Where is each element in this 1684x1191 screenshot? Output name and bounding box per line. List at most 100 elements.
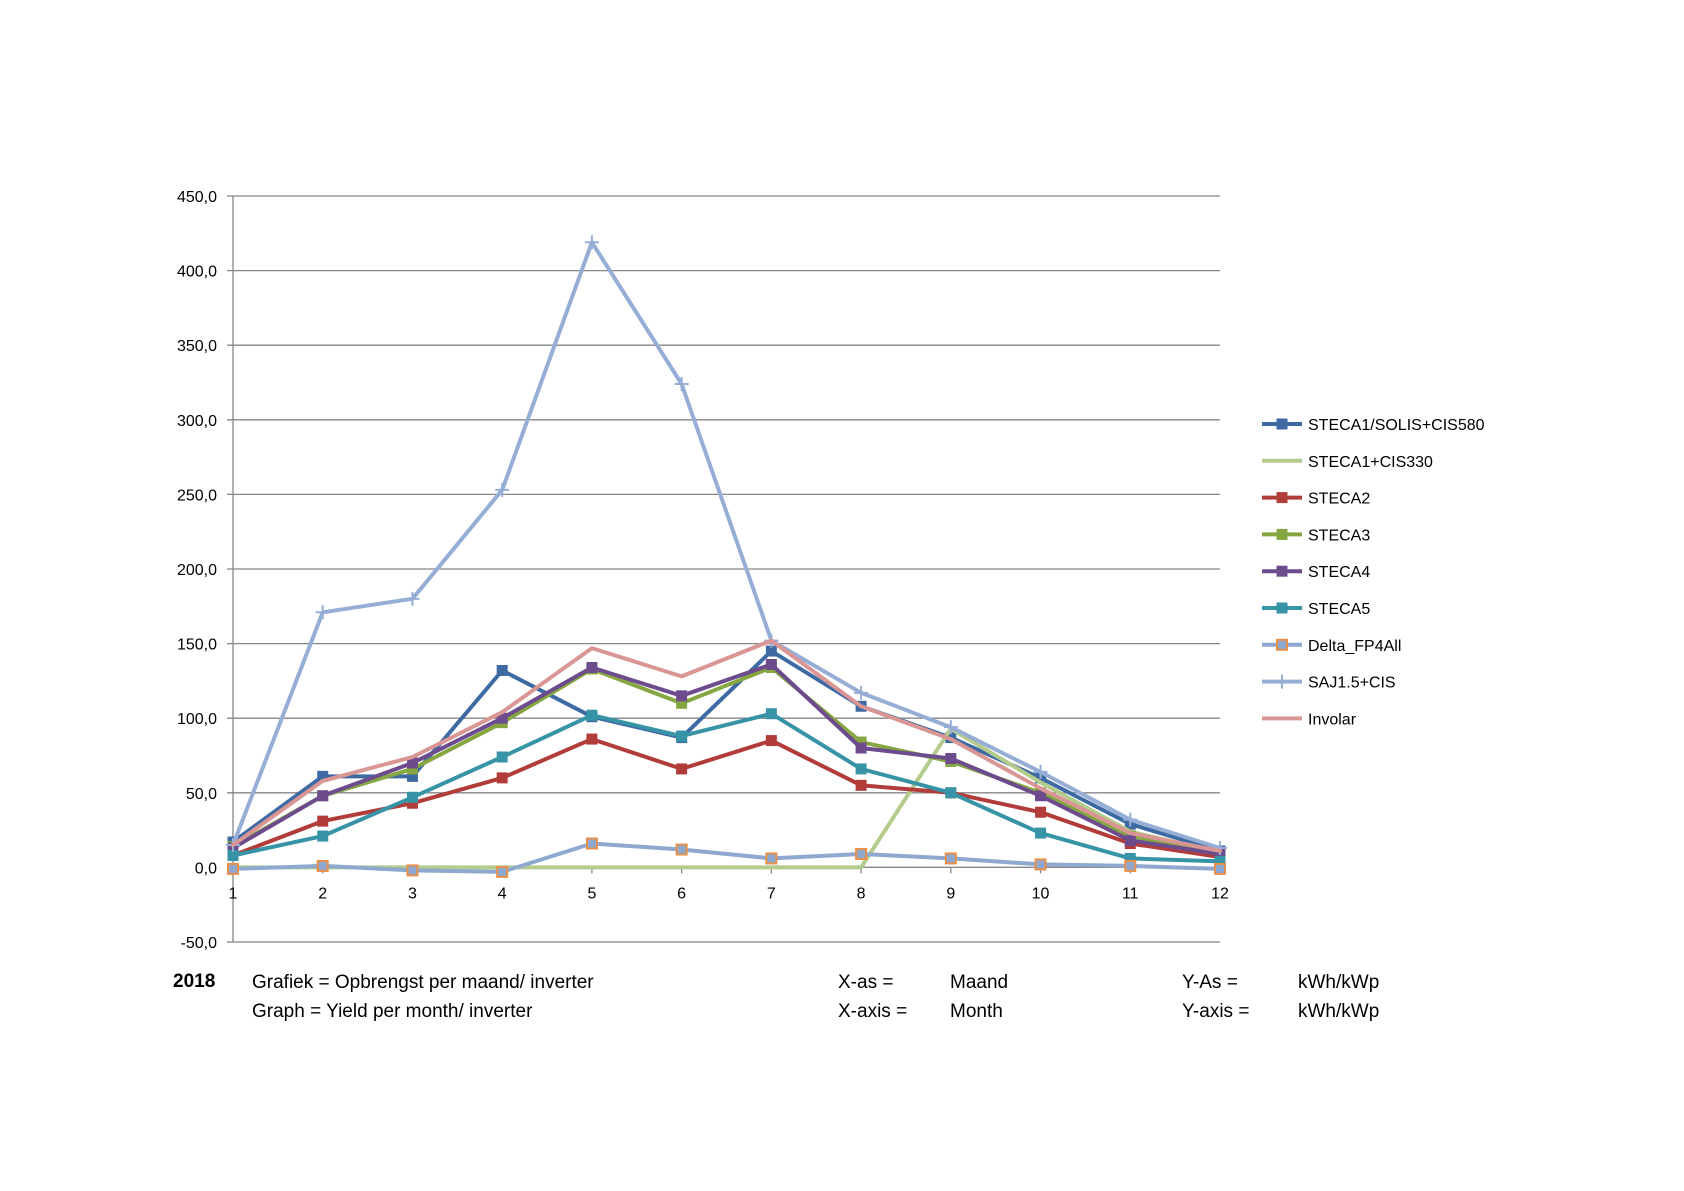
legend-label: STECA2 <box>1308 491 1370 508</box>
legend-item: SAJ1.5+CIS <box>1262 675 1396 692</box>
y-tick-labels: -50,0 0,0 50,0 100,0 150,0 200,0 250,0 300,0 350… <box>177 189 217 952</box>
data-point <box>406 864 419 877</box>
legend-label: STECA1+CIS330 <box>1308 454 1433 471</box>
x-tick-label: 1 <box>229 885 238 902</box>
data-point <box>855 736 867 748</box>
data-point <box>316 859 329 872</box>
caption-title-en: Graph = Yield per month/ inverter <box>252 1001 533 1022</box>
gridlines <box>227 195 1220 943</box>
data-point <box>405 591 420 606</box>
data-point <box>1276 418 1288 430</box>
x-tick-label: 11 <box>1122 885 1139 902</box>
data-point <box>1276 638 1288 651</box>
y-tick-label: 200,0 <box>177 562 217 579</box>
data-point <box>765 852 778 865</box>
caption-yas-label: Y-As = <box>1182 972 1238 993</box>
series-steca4 <box>227 658 1226 860</box>
x-tick-label: 12 <box>1211 885 1229 902</box>
legend-label: STECA5 <box>1308 601 1370 618</box>
data-point <box>586 661 598 673</box>
legend-item: STECA4 <box>1262 564 1370 581</box>
data-point <box>227 862 239 875</box>
legend-item: STECA1/SOLIS+CIS580 <box>1262 417 1485 434</box>
y-tick-label: 100,0 <box>177 711 217 728</box>
caption-yaxis-value: kWh/kWp <box>1298 1001 1380 1022</box>
data-point <box>676 730 688 742</box>
series-steca5 <box>227 708 1226 867</box>
data-point <box>943 720 958 735</box>
data-point <box>227 849 239 861</box>
data-point <box>586 733 598 745</box>
legend: STECA1/SOLIS+CIS580 STECA1+CIS330 STECA2 ST… <box>1262 417 1485 728</box>
x-tick-label: 7 <box>767 885 776 902</box>
data-point <box>1124 859 1137 872</box>
series-line <box>231 638 1222 853</box>
data-point <box>675 843 688 856</box>
data-point <box>945 787 957 799</box>
data-point <box>855 847 868 860</box>
legend-label: Delta_FP4All <box>1308 638 1401 655</box>
data-point <box>1124 852 1136 864</box>
data-point <box>1034 858 1047 871</box>
legend-label: Involar <box>1308 711 1357 728</box>
legend-item: Involar <box>1262 711 1357 728</box>
caption-title-nl: Grafiek = Opbrengst per maand/ inverter <box>252 972 594 993</box>
data-point <box>1276 492 1288 504</box>
series-line <box>231 726 1222 870</box>
legend-label: STECA1/SOLIS+CIS580 <box>1308 417 1485 434</box>
x-tick-label: 5 <box>587 885 596 902</box>
data-point <box>1123 812 1138 827</box>
data-point <box>765 708 777 720</box>
caption-yaxis-label: Y-axis = <box>1182 1001 1250 1022</box>
series-line <box>231 711 1222 864</box>
x-tick-label: 3 <box>408 885 417 902</box>
data-point <box>317 770 329 782</box>
y-tick-label: 50,0 <box>186 786 217 803</box>
legend-item: STECA1+CIS330 <box>1262 454 1433 471</box>
data-point <box>586 709 598 721</box>
y-tick-label: 400,0 <box>177 264 217 281</box>
data-point <box>496 865 509 878</box>
x-tick-label: 4 <box>498 885 507 902</box>
caption-yas-value: kWh/kWp <box>1298 972 1380 993</box>
x-tick-labels: 1 2 3 4 5 6 7 8 9 10 11 12 <box>229 885 1229 902</box>
x-tick-label: 10 <box>1032 885 1050 902</box>
data-point <box>1033 764 1048 779</box>
legend-label: STECA3 <box>1308 527 1370 544</box>
data-point <box>317 790 329 802</box>
data-point <box>317 830 329 842</box>
y-tick-label: 300,0 <box>177 413 217 430</box>
data-point <box>496 712 508 724</box>
legend-item: Delta_FP4All <box>1262 638 1401 655</box>
data-point <box>1035 827 1047 839</box>
data-point <box>1035 790 1047 802</box>
data-point <box>1276 528 1288 540</box>
legend-item: STECA3 <box>1262 527 1370 544</box>
y-tick-label: 150,0 <box>177 637 217 654</box>
data-point <box>1276 602 1288 614</box>
data-point <box>676 690 688 702</box>
data-point <box>855 763 867 775</box>
series-steca1-cis330 <box>231 726 1222 870</box>
y-tick-label: 350,0 <box>177 338 217 355</box>
legend-label: SAJ1.5+CIS <box>1308 675 1396 692</box>
series-lines <box>226 235 1227 878</box>
caption-xas-value: Maand <box>950 972 1009 993</box>
data-point <box>765 658 777 670</box>
data-point <box>406 757 418 769</box>
series-line <box>231 841 1222 874</box>
series-line <box>231 737 1222 859</box>
series-line <box>231 240 1222 850</box>
data-point <box>1275 674 1289 689</box>
data-point <box>496 664 508 676</box>
data-point <box>944 852 957 865</box>
data-point <box>1214 862 1226 875</box>
data-point <box>1124 835 1136 847</box>
data-point <box>584 235 599 250</box>
series-line <box>231 662 1222 856</box>
data-point <box>406 791 418 803</box>
series-line <box>231 665 1222 856</box>
data-point <box>495 482 510 497</box>
y-tick-label: -50,0 <box>181 935 218 952</box>
